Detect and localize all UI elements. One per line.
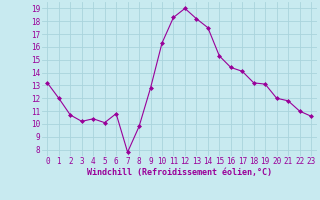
X-axis label: Windchill (Refroidissement éolien,°C): Windchill (Refroidissement éolien,°C) [87,168,272,177]
